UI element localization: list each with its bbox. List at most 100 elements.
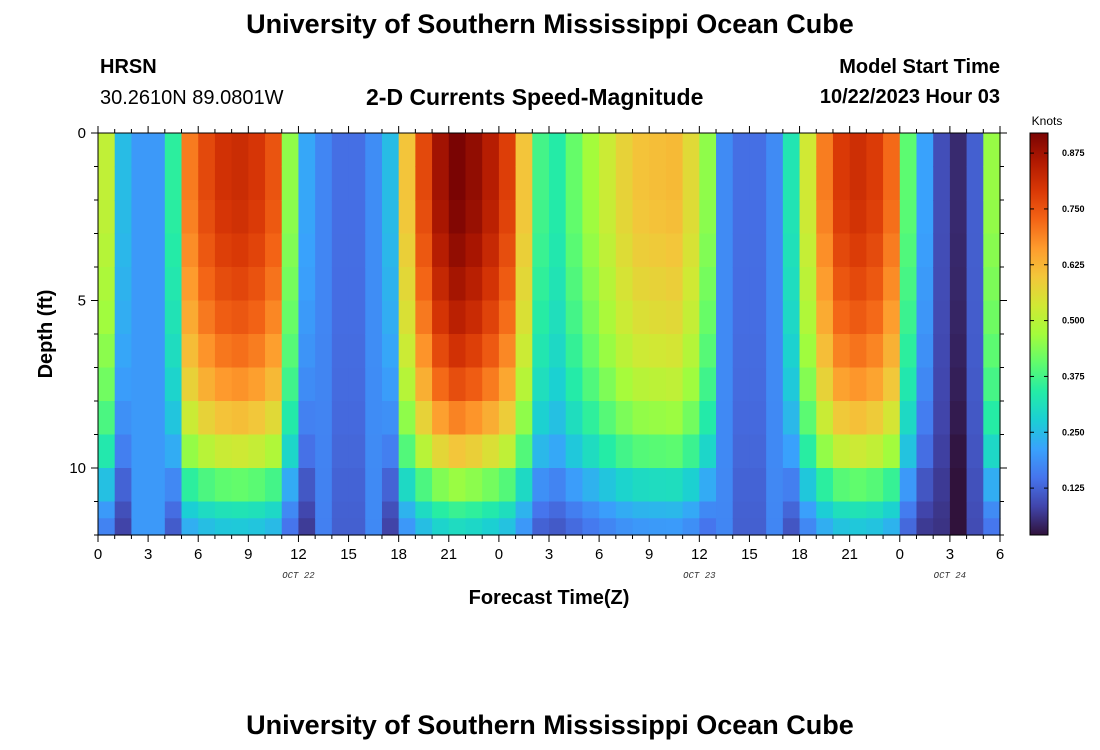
heatmap-cell [432,367,450,402]
heatmap-cell [716,300,734,335]
heatmap-cell [198,468,216,503]
heatmap-cell [766,501,784,519]
heatmap-cell [148,300,166,335]
heatmap-cell [114,300,132,335]
heatmap-cell [214,267,233,302]
date-label: OCT 24 [934,571,966,581]
heatmap-cell [883,133,901,168]
heatmap-cell [599,334,617,369]
heatmap-cell [265,401,283,436]
heatmap-cell [248,501,266,519]
heatmap-cell [949,434,968,469]
y-tick-label: 0 [78,125,86,142]
heatmap-cell [949,233,968,268]
heatmap-cell [498,468,517,503]
heatmap-cell [549,434,567,469]
heatmap-cell [933,468,951,503]
heatmap-cell [832,233,851,268]
heatmap-cell [432,334,450,369]
heatmap-cell [265,468,283,503]
heatmap-cell [665,434,684,469]
heatmap-cell [331,501,350,519]
page-title: University of Southern Mississippi Ocean… [246,9,854,39]
heatmap-cell [782,468,801,503]
heatmap-cell [515,300,533,335]
heatmap-cell [214,401,233,436]
heatmap-cell [298,434,316,469]
heatmap-cell [515,468,533,503]
heatmap-cell [98,434,116,469]
heatmap-cell [849,267,867,302]
station-name: HRSN [100,56,157,78]
heatmap-cell [315,200,333,235]
heatmap-cell [599,501,617,519]
y-tick-label: 5 [78,293,86,310]
x-tick-label: 15 [741,546,758,563]
x-tick-label: 6 [595,546,603,563]
x-tick-label: 9 [244,546,252,563]
heatmap-cell [265,434,283,469]
heatmap-cell [515,367,533,402]
heatmap-cell [816,518,834,536]
heatmap-cell [649,367,667,402]
heatmap-cell [164,200,183,235]
heatmap-cell [565,200,583,235]
heatmap-cell [214,468,233,503]
x-tick-label: 6 [996,546,1004,563]
heatmap-cell [649,501,667,519]
heatmap-cell [315,267,333,302]
heatmap-cell [231,434,249,469]
heatmap-cell [749,434,767,469]
heatmap-cell [849,501,867,519]
heatmap-cell [465,267,483,302]
heatmap-cell [214,367,233,402]
heatmap-cell [448,267,467,302]
heatmap-cell [281,501,300,519]
heatmap-cell [465,501,483,519]
heatmap-cell [782,166,801,201]
heatmap-cell [398,367,416,402]
heatmap-cell [716,468,734,503]
heatmap-cell [131,334,149,369]
x-tick-label: 18 [390,546,407,563]
heatmap-cell [966,300,984,335]
heatmap-cell [766,518,784,536]
heatmap-cell [265,200,283,235]
heatmap-cell [281,468,300,503]
heatmap-cell [482,133,500,168]
heatmap-cell [231,367,249,402]
heatmap-cell [331,300,350,335]
heatmap-cell [549,367,567,402]
heatmap-cell [515,401,533,436]
heatmap-cell [448,468,467,503]
heatmap-cell [816,200,834,235]
heatmap-cell [265,166,283,201]
heatmap-cell [114,233,132,268]
heatmap-cell [248,300,266,335]
heatmap-cell [632,367,650,402]
heatmap-cell [231,300,249,335]
heatmap-cell [214,501,233,519]
heatmap-cell [632,518,650,536]
heatmap-cell [866,367,884,402]
heatmap-cell [849,401,867,436]
heatmap-cell [615,166,634,201]
heatmap-cell [983,334,1001,369]
heatmap-cell [498,401,517,436]
heatmap-cell [448,233,467,268]
x-tick-label: 3 [545,546,553,563]
heatmap-cell [482,401,500,436]
heatmap-cell [916,501,934,519]
heatmap-cell [482,233,500,268]
heatmap-cell [298,518,316,536]
heatmap-cell [281,434,300,469]
heatmap-cell [248,434,266,469]
x-tick-label: 15 [340,546,357,563]
heatmap-cell [298,367,316,402]
heatmap-cell [732,166,751,201]
heatmap-cell [482,468,500,503]
heatmap-cell [599,133,617,168]
heatmap-cell [281,200,300,235]
heatmap-cell [415,468,433,503]
